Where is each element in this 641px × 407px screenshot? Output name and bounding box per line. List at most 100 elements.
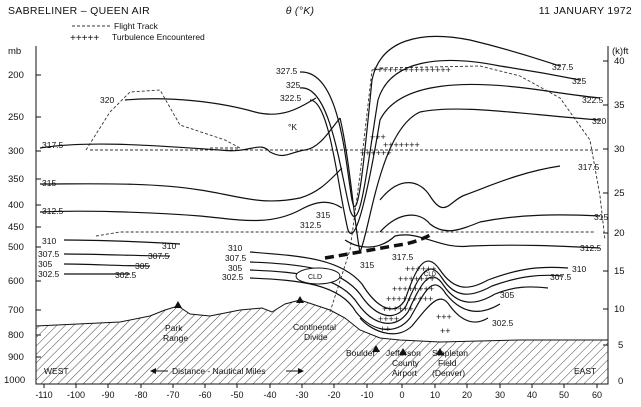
distance-tick: 60 — [592, 390, 602, 400]
distance-tick: -100 — [67, 390, 85, 400]
trough-isentropes — [299, 35, 601, 254]
isentrope-label: 305 — [135, 261, 149, 271]
pressure-tick: 600 — [8, 276, 24, 287]
isentrope-label: 305 — [228, 263, 242, 273]
distance-tick: -40 — [263, 390, 276, 400]
stapleton-label: Field — [438, 358, 457, 368]
isentrope-label: 302.5 — [115, 270, 137, 280]
pressure-tick: 350 — [8, 174, 24, 185]
isentrope-label: 302.5 — [38, 269, 60, 279]
isentrope-label: 320 — [592, 116, 606, 126]
west-label: WEST — [44, 366, 69, 376]
pressure-tick: 450 — [8, 222, 24, 233]
distance-label: Distance - Nautical Miles — [172, 366, 266, 376]
pressure-tick: 250 — [8, 112, 24, 123]
distance-tick: -70 — [166, 390, 179, 400]
distance-tick: -10 — [360, 390, 373, 400]
distance-tick: -20 — [327, 390, 340, 400]
continental-divide-label: Divide — [304, 332, 328, 342]
altitude-tick: 5 — [618, 340, 623, 351]
pressure-tick: 700 — [8, 305, 24, 316]
altitude-tick: 20 — [614, 228, 625, 239]
distance-tick: 40 — [527, 390, 537, 400]
isentrope-label: 302.5 — [492, 318, 514, 328]
altitude-tick: 40 — [614, 56, 625, 67]
date-title: 11 JANUARY 1972 — [539, 5, 632, 17]
isentrope-label: 312.5 — [300, 220, 322, 230]
altitude-ticks: 40 35 30 25 20 15 10 5 0 — [614, 56, 625, 387]
continental-divide-label: Continental — [293, 322, 336, 332]
unit-mark: °K — [288, 122, 297, 132]
pressure-tick: 500 — [8, 242, 24, 253]
distance-tick: -30 — [295, 390, 308, 400]
isentrope-label: 315 — [360, 260, 374, 270]
theta-title: θ (°K) — [286, 5, 315, 17]
svg-text:++: ++ — [380, 324, 391, 334]
isentrope-label: 327.5 — [552, 62, 574, 72]
turbulence-legend-label: Turbulence Encountered — [112, 32, 205, 42]
svg-text:++++: ++++ — [378, 314, 399, 324]
svg-text:+++++++++: +++++++++ — [386, 294, 433, 304]
isentrope-label: 310 — [42, 236, 56, 246]
jefferson-label: Jefferson — [386, 348, 421, 358]
svg-text:++++++: ++++++ — [405, 264, 437, 274]
turbulence-marks: +++++++++++++++ +++ +++++++ ++++++ +++++… — [360, 65, 452, 336]
isentrope-label: 317.5 — [392, 252, 414, 262]
altitude-tick: 10 — [614, 304, 625, 315]
isentropes — [39, 97, 343, 275]
altitude-tick: 35 — [614, 100, 625, 111]
pressure-tick: 300 — [8, 146, 24, 157]
stapleton-label: Stapleton — [432, 348, 468, 358]
distance-tick: 0 — [399, 390, 404, 400]
altitude-tick: 25 — [614, 188, 625, 199]
distance-tick: -50 — [230, 390, 243, 400]
isentrope-label: 312.5 — [42, 206, 64, 216]
pressure-tick: 1000 — [4, 375, 25, 386]
place-markers — [174, 296, 444, 355]
distance-tick: -90 — [101, 390, 114, 400]
distance-tick: 20 — [462, 390, 472, 400]
isentrope-label: 327.5 — [276, 66, 298, 76]
isentrope-label: 315 — [316, 210, 330, 220]
svg-text:++++++++: ++++++++ — [392, 284, 434, 294]
svg-text:++++++: ++++++ — [360, 148, 392, 158]
altitude-tick: 30 — [614, 144, 625, 155]
isentrope-label: 317.5 — [578, 162, 600, 172]
altitude-tick: 15 — [614, 266, 625, 277]
right-axis-unit: (k)ft — [612, 46, 629, 57]
isentrope-label: 315 — [42, 178, 56, 188]
isentrope-label: 307.5 — [225, 253, 247, 263]
isentrope-label: 317.5 — [42, 140, 64, 150]
isentrope-label: 312.5 — [580, 243, 602, 253]
aircraft-title: SABRELINER – QUEEN AIR — [8, 5, 150, 17]
svg-text:+++: +++ — [370, 132, 386, 142]
cloud-label-small: CLD — [424, 272, 437, 278]
boulder-label: Boulder — [346, 348, 375, 358]
distance-tick: -110 — [35, 390, 52, 400]
isentrope-label: 307.5 — [550, 272, 572, 282]
distance-tick: 30 — [495, 390, 505, 400]
stapleton-label: (Denver) — [432, 368, 465, 378]
thick-dashed-boundary — [324, 232, 433, 260]
cloud-shape — [295, 267, 341, 285]
isentrope-label: 325 — [286, 80, 300, 90]
isentrope-labels-left: 320 317.5 315 312.5 310 307.5 305 302.5 … — [38, 95, 176, 280]
isentrope-label: 307.5 — [148, 251, 170, 261]
isentrope-label: 310 — [572, 264, 586, 274]
svg-text:++++++: ++++++ — [382, 304, 414, 314]
arrow-right-icon — [298, 368, 304, 374]
arrow-left-icon — [150, 368, 156, 374]
distance-tick: 10 — [430, 390, 440, 400]
pressure-tick: 200 — [8, 70, 24, 81]
isentrope-label: 305 — [500, 290, 514, 300]
altitude-tick: 0 — [618, 376, 623, 387]
isentrope-label: 315 — [594, 212, 608, 222]
distance-ticks: -110 -100 -90 -80 -70 -60 -50 -40 -30 -2… — [35, 390, 602, 400]
svg-text:++: ++ — [440, 326, 451, 336]
left-axis-unit: mb — [8, 46, 21, 57]
pressure-tick: 400 — [8, 200, 24, 211]
isentrope-label: 322.5 — [582, 95, 604, 105]
isentrope-label: 302.5 — [222, 272, 244, 282]
pressure-tick: 800 — [8, 330, 24, 341]
